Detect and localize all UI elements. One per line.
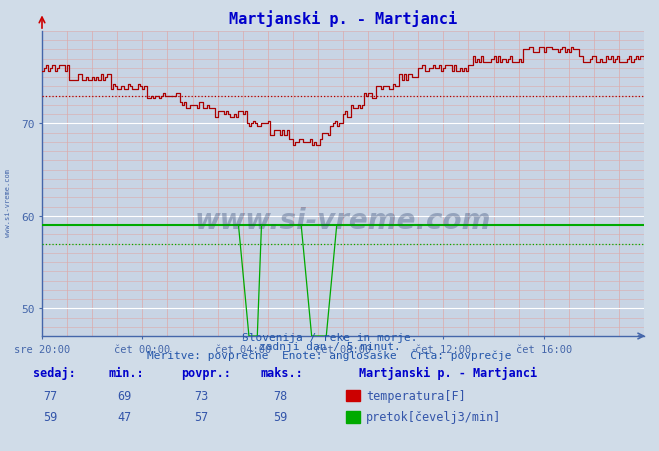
Text: www.si-vreme.com: www.si-vreme.com (195, 207, 491, 235)
Text: www.si-vreme.com: www.si-vreme.com (5, 169, 11, 237)
Text: 59: 59 (43, 410, 57, 423)
Text: temperatura[F]: temperatura[F] (366, 389, 465, 402)
Text: Meritve: povprečne  Enote: anglosaške  Črta: povprečje: Meritve: povprečne Enote: anglosaške Črt… (147, 349, 512, 360)
Text: 47: 47 (117, 410, 132, 423)
Text: povpr.:: povpr.: (181, 367, 231, 380)
Text: Martjanski p. - Martjanci: Martjanski p. - Martjanci (359, 367, 537, 380)
Text: 59: 59 (273, 410, 288, 423)
Text: min.:: min.: (109, 367, 144, 380)
Title: Martjanski p. - Martjanci: Martjanski p. - Martjanci (229, 10, 457, 27)
Text: sedaj:: sedaj: (33, 367, 76, 380)
Text: 57: 57 (194, 410, 209, 423)
Text: pretok[čevelj3/min]: pretok[čevelj3/min] (366, 410, 501, 423)
Text: maks.:: maks.: (260, 367, 303, 380)
Text: 77: 77 (43, 389, 57, 402)
Text: Slovenija / reke in morje.: Slovenija / reke in morje. (242, 332, 417, 342)
Text: 69: 69 (117, 389, 132, 402)
Text: 73: 73 (194, 389, 209, 402)
Text: zadnji dan / 5 minut.: zadnji dan / 5 minut. (258, 341, 401, 351)
Text: 78: 78 (273, 389, 288, 402)
